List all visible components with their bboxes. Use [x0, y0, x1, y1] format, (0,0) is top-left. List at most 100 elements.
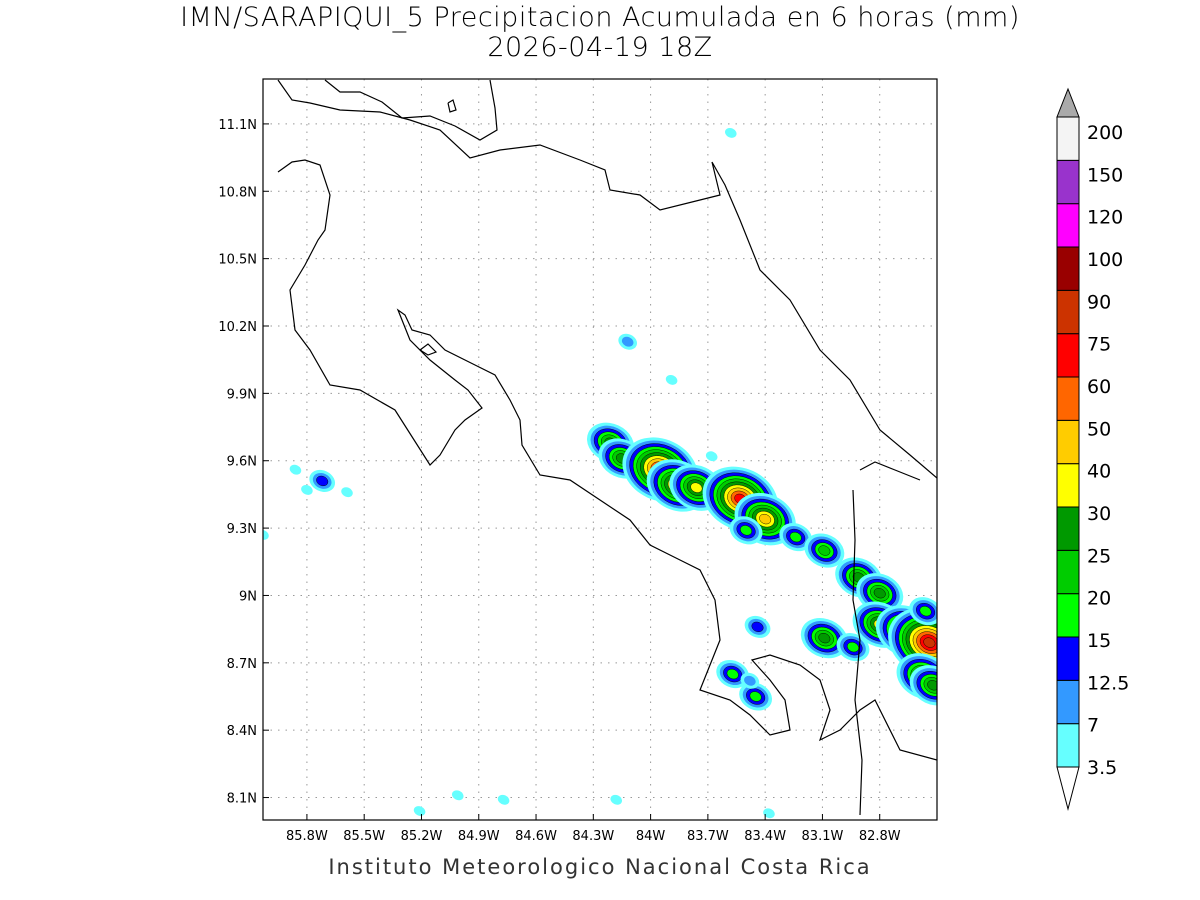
- precip-cell: [289, 464, 302, 475]
- colorbar-box: [1056, 333, 1080, 378]
- colorbar-label: 75: [1087, 334, 1111, 356]
- precip-contour: [301, 484, 313, 495]
- precip-cell: [804, 533, 845, 568]
- lat-tick-label: 10.8N: [218, 185, 257, 200]
- precip-cell: [716, 659, 750, 689]
- lon-tick-label: 82.8W: [859, 829, 901, 844]
- precip-cell: [909, 597, 937, 626]
- colorbar-box: [1056, 593, 1080, 638]
- precip-cell: [618, 333, 638, 350]
- lon-tick-label: 84W: [636, 829, 666, 844]
- island-north: [447, 99, 457, 113]
- precip-contour: [789, 531, 802, 543]
- precip-contour: [610, 794, 622, 805]
- lon-tick-label: 83.7W: [687, 829, 729, 844]
- precip-cell: [740, 672, 760, 689]
- map-title: IMN/SARAPIQUI_5 Precipitacion Acumulada …: [180, 2, 1020, 33]
- colorbar-box: [1056, 289, 1080, 335]
- lon-tick-label: 83.1W: [802, 829, 844, 844]
- colorbar-label: 150: [1087, 164, 1123, 186]
- precip-contour: [497, 794, 510, 805]
- map-frame: [262, 78, 938, 821]
- pacific-coast: [277, 159, 937, 761]
- colorbar-label: 20: [1087, 588, 1111, 610]
- colorbar-label: 120: [1087, 207, 1123, 229]
- precip-contour: [725, 127, 737, 138]
- lat-tick-label: 11.1N: [218, 118, 257, 133]
- colorbar-box: [1056, 463, 1080, 508]
- colorbar-label: 7: [1087, 715, 1099, 737]
- precip-cell: [800, 617, 848, 659]
- colorbar-over-triangle: [1056, 87, 1080, 118]
- precip-cell: [779, 523, 813, 552]
- map-datetime: 2026-04-19 18Z: [487, 32, 713, 63]
- precip-cell: [451, 790, 464, 801]
- colorbar-label: 25: [1087, 545, 1111, 567]
- precip-cell: [729, 516, 763, 545]
- precip-contour: [744, 675, 756, 686]
- precip-cell: [665, 374, 678, 385]
- precip-cell: [744, 615, 771, 638]
- lat-tick-label: 9.6N: [227, 455, 257, 470]
- lon-tick-label: 84.3W: [572, 829, 614, 844]
- precip-cell: [497, 794, 510, 805]
- precip-contour: [690, 482, 703, 493]
- precip-cell: [413, 806, 426, 816]
- lat-tick-label: 9.9N: [227, 387, 257, 402]
- colorbar-label: 60: [1087, 376, 1111, 398]
- footer-credit: Instituto Meteorologico Nacional Costa R…: [328, 855, 872, 879]
- precipitation-layer: [263, 127, 937, 819]
- colorbar-box: [1056, 246, 1080, 291]
- island: [419, 343, 438, 356]
- precip-contour: [263, 529, 269, 540]
- precip-cell: [909, 665, 937, 706]
- lon-tick-label: 84.9W: [458, 829, 500, 844]
- colorbar-box: [1056, 376, 1080, 421]
- axis-ticks: 85.8W 85.5W 85.2W 84.9W 84.6W 84.3W 84W 83.7W 83…: [218, 118, 900, 844]
- precip-cell: [309, 469, 336, 492]
- colorbar-box: [1056, 419, 1080, 465]
- precip-contour: [740, 525, 753, 536]
- colorbar-under-triangle: [1056, 766, 1080, 811]
- lat-tick-label: 9.3N: [227, 522, 257, 537]
- colorbar-label: 12.5: [1087, 672, 1129, 694]
- precip-contour: [927, 680, 937, 691]
- lake-shore: [324, 79, 498, 141]
- precip-contour: [316, 475, 329, 487]
- lat-tick-label: 10.5N: [218, 253, 257, 268]
- bocas-coast: [859, 461, 921, 481]
- coastlines: [277, 79, 937, 816]
- precip-contour: [726, 668, 739, 680]
- lon-tick-label: 84.6W: [515, 829, 557, 844]
- colorbar-label: 40: [1087, 461, 1111, 483]
- colorbar-box: [1056, 506, 1080, 551]
- colorbar-label: 50: [1087, 418, 1111, 440]
- colorbar-label: 90: [1087, 291, 1111, 313]
- precip-contour: [751, 621, 764, 633]
- precip-contour: [759, 513, 772, 525]
- precip-contour: [705, 451, 718, 462]
- precip-contour: [847, 641, 859, 653]
- precip-contour: [749, 691, 762, 702]
- colorbar-label: 30: [1087, 503, 1111, 525]
- caribbean-coast: [277, 79, 937, 479]
- colorbar-box: [1056, 723, 1080, 768]
- precip-contour: [818, 545, 831, 556]
- precip-cell: [610, 794, 622, 805]
- lat-tick-label: 8.4N: [227, 724, 257, 739]
- precip-contour: [919, 606, 932, 617]
- lon-tick-label: 85.2W: [401, 829, 443, 844]
- precip-contour: [289, 464, 302, 475]
- precip-cell: [301, 484, 313, 495]
- colorbar-box: [1056, 116, 1080, 161]
- precip-cell: [341, 487, 353, 498]
- lat-tick-label: 10.2N: [218, 320, 257, 335]
- precip-cell: [725, 127, 737, 138]
- lon-tick-label: 85.8W: [286, 829, 328, 844]
- colorbar-box: [1056, 159, 1080, 205]
- colorbar-box: [1056, 203, 1080, 248]
- precip-contour: [763, 808, 775, 819]
- precip-contour: [818, 632, 831, 644]
- panama-border: [852, 489, 863, 816]
